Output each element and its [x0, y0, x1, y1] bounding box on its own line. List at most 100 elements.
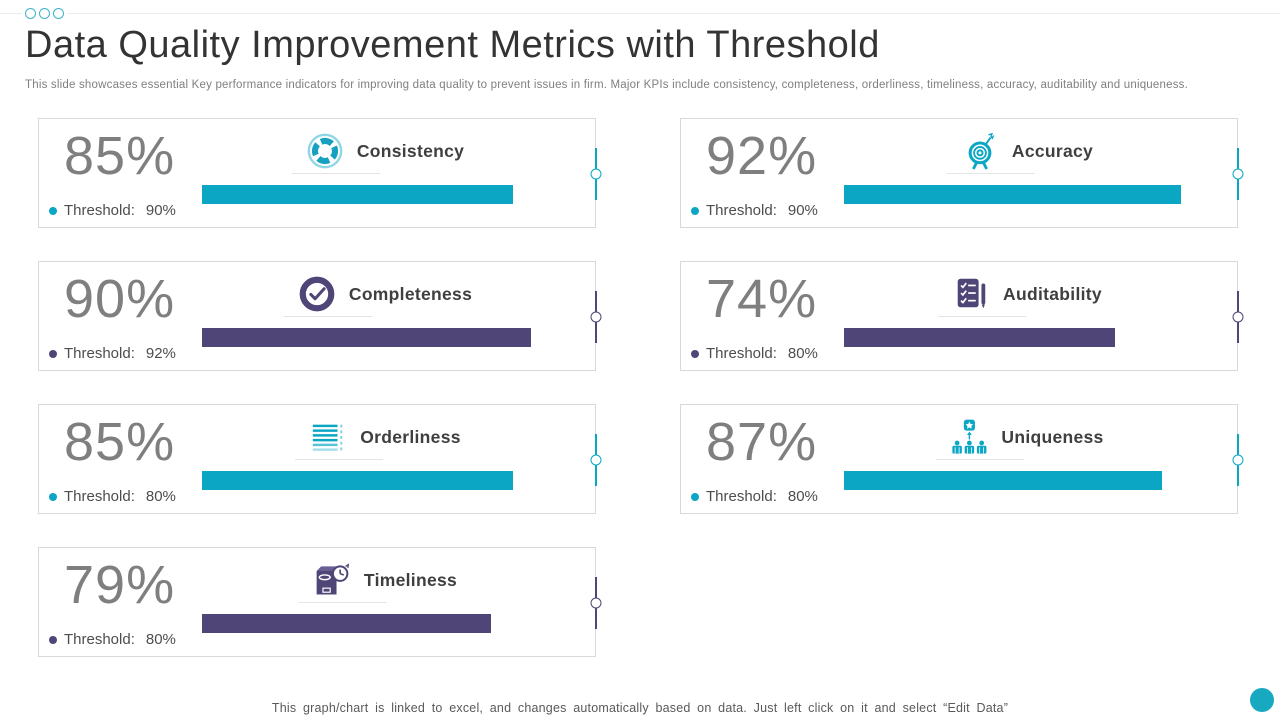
- kpi-header: Auditability: [844, 272, 1210, 317]
- threshold-bullet-icon: [49, 206, 57, 215]
- kpi-bar-fill: [202, 614, 492, 633]
- kpi-percentage: 85%: [64, 412, 176, 472]
- kpi-card-timeliness: 79% Threshold: 80% Timeliness: [38, 547, 602, 657]
- unique-person-icon: [936, 416, 1025, 460]
- kpi-header: Consistency: [202, 129, 568, 174]
- kpi-bar-track: [202, 328, 568, 347]
- kpi-header: Completeness: [202, 272, 568, 317]
- kpi-name: Auditability: [1003, 283, 1102, 304]
- threshold-label: Threshold:: [64, 345, 135, 362]
- kpi-card-completeness: 90% Threshold: 92% Completeness: [38, 261, 602, 371]
- kpi-card-accuracy: 92% Threshold: 90% Accuracy: [680, 118, 1244, 228]
- kpi-name: Completeness: [348, 283, 473, 304]
- card-slider-handle[interactable]: [590, 311, 602, 323]
- kpi-card-auditability: 74% Threshold: 80% Auditability: [680, 261, 1244, 371]
- kpi-percentage: 90%: [64, 269, 176, 329]
- threshold-value: 90%: [787, 202, 818, 219]
- card-slider: [590, 434, 602, 486]
- kpi-name: Uniqueness: [1001, 426, 1104, 447]
- threshold-row: Threshold: 80%: [691, 488, 818, 505]
- threshold-label: Threshold:: [64, 631, 135, 648]
- threshold-bullet-icon: [691, 492, 699, 501]
- kpi-card-uniqueness: 87% Threshold: 80% Uniqueness: [680, 404, 1244, 514]
- threshold-label: Threshold:: [706, 488, 777, 505]
- kpi-name: Consistency: [356, 140, 465, 161]
- threshold-value: 80%: [787, 345, 818, 362]
- kpi-name: Orderliness: [360, 426, 461, 447]
- page-subtitle: This slide showcases essential Key perfo…: [25, 79, 1188, 91]
- kpi-bar-track: [202, 471, 568, 490]
- slide-deco-dots: [22, 8, 67, 19]
- card-slider: [590, 577, 602, 629]
- kpi-header: Uniqueness: [844, 415, 1210, 460]
- kpi-bar-fill: [844, 185, 1181, 204]
- threshold-bullet-icon: [49, 492, 57, 501]
- kpi-header: Orderliness: [202, 415, 568, 460]
- kpi-bar-track: [844, 185, 1210, 204]
- target-icon: [946, 130, 1035, 174]
- corner-accent-dot: [1250, 688, 1274, 712]
- deco-dot-icon: [53, 8, 64, 19]
- threshold-label: Threshold:: [64, 488, 135, 505]
- kpi-percentage: 92%: [706, 126, 818, 186]
- kpi-percentage: 79%: [64, 555, 176, 615]
- kpi-header: Timeliness: [202, 558, 568, 603]
- kpi-bar-fill: [844, 471, 1163, 490]
- top-divider-line: [0, 13, 1280, 14]
- sync-icon: [291, 130, 380, 174]
- card-slider: [1232, 434, 1244, 486]
- deco-dot-icon: [25, 8, 36, 19]
- kpi-percentage: 87%: [706, 412, 818, 472]
- threshold-bullet-icon: [49, 635, 57, 644]
- kpi-name: Accuracy: [1011, 140, 1094, 161]
- excel-link-note: This graph/chart is linked to excel, and…: [271, 701, 1009, 715]
- threshold-row: Threshold: 80%: [49, 631, 176, 648]
- kpi-bar-fill: [844, 328, 1115, 347]
- check-circle-icon: [283, 273, 372, 317]
- threshold-bullet-icon: [49, 349, 57, 358]
- threshold-value: 92%: [145, 345, 176, 362]
- deco-dot-icon: [39, 8, 50, 19]
- threshold-value: 80%: [145, 631, 176, 648]
- threshold-label: Threshold:: [706, 202, 777, 219]
- card-slider: [1232, 148, 1244, 200]
- kpi-bar-track: [202, 185, 568, 204]
- threshold-row: Threshold: 92%: [49, 345, 176, 362]
- threshold-row: Threshold: 90%: [49, 202, 176, 219]
- kpi-percentage: 85%: [64, 126, 176, 186]
- package-clock-icon: [298, 559, 387, 603]
- card-slider-handle[interactable]: [590, 454, 602, 466]
- card-slider: [590, 291, 602, 343]
- kpi-card-consistency: 85% Threshold: 90% Consistency: [38, 118, 602, 228]
- threshold-row: Threshold: 80%: [49, 488, 176, 505]
- threshold-value: 80%: [787, 488, 818, 505]
- kpi-bar-track: [844, 471, 1210, 490]
- card-slider-handle[interactable]: [1232, 168, 1244, 180]
- card-slider: [1232, 291, 1244, 343]
- kpi-bar-track: [844, 328, 1210, 347]
- kpi-bar-track: [202, 614, 568, 633]
- threshold-value: 80%: [145, 488, 176, 505]
- threshold-row: Threshold: 80%: [691, 345, 818, 362]
- threshold-bullet-icon: [691, 349, 699, 358]
- threshold-bullet-icon: [691, 206, 699, 215]
- kpi-bar-fill: [202, 471, 514, 490]
- kpi-bar-fill: [202, 328, 532, 347]
- kpi-percentage: 74%: [706, 269, 818, 329]
- card-slider-handle[interactable]: [1232, 454, 1244, 466]
- card-slider: [590, 148, 602, 200]
- threshold-row: Threshold: 90%: [691, 202, 818, 219]
- card-slider-handle[interactable]: [590, 597, 602, 609]
- kpi-bar-fill: [202, 185, 514, 204]
- kpi-name: Timeliness: [363, 569, 458, 590]
- kpi-header: Accuracy: [844, 129, 1210, 174]
- list-lines-icon: [295, 416, 384, 460]
- threshold-label: Threshold:: [64, 202, 135, 219]
- card-slider-handle[interactable]: [1232, 311, 1244, 323]
- threshold-value: 90%: [145, 202, 176, 219]
- checklist-icon: [938, 273, 1027, 317]
- card-slider-handle[interactable]: [590, 168, 602, 180]
- threshold-label: Threshold:: [706, 345, 777, 362]
- kpi-card-orderliness: 85% Threshold: 80% Orderliness: [38, 404, 602, 514]
